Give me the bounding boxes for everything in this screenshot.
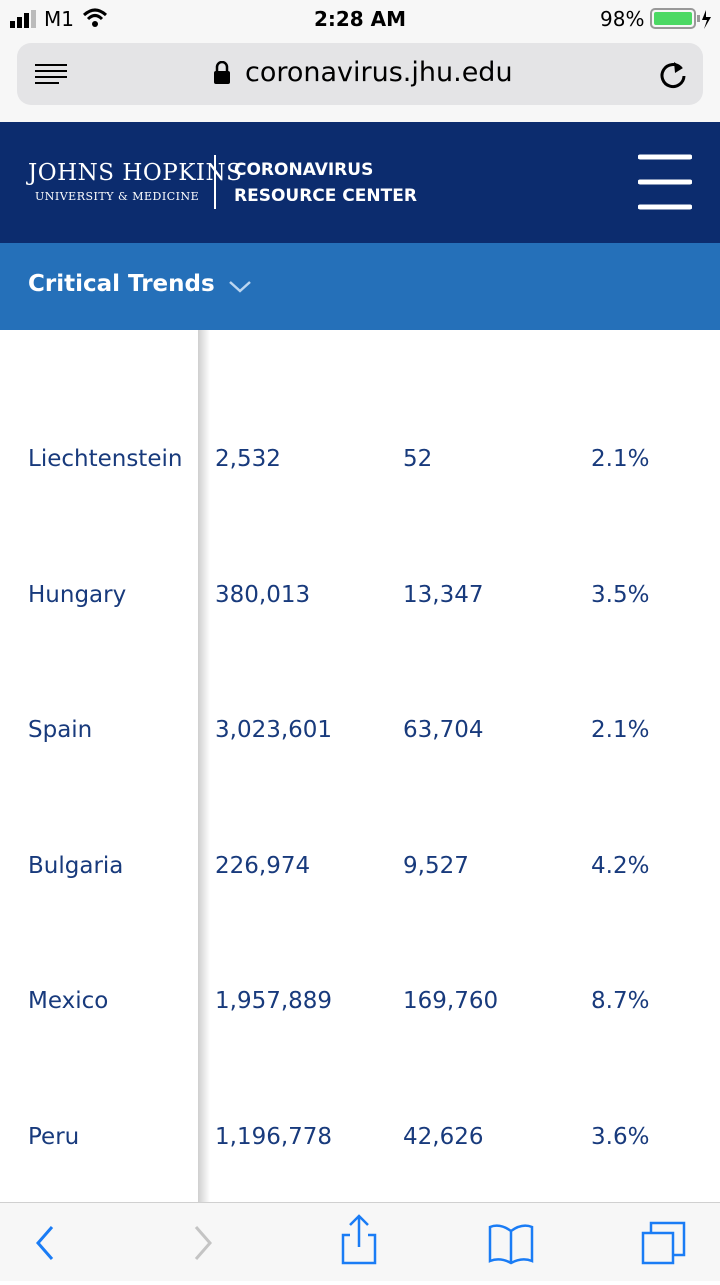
table-cell: 169,760 [403,988,499,1015]
toolbar-icons [36,1214,686,1265]
menu-icon[interactable] [638,154,692,210]
battery-icon [650,8,711,29]
site-name[interactable]: RESOURCE CENTER [234,186,417,206]
wifi-icon [82,8,108,27]
table-cell: 4.2% [591,852,650,879]
table-cell: 2.1% [591,446,650,472]
table-cell: 42,626 [403,1124,484,1150]
share-button[interactable] [341,1214,377,1265]
country-name: Spain [28,717,93,744]
reload-icon[interactable] [659,59,687,89]
country-name: Liechtenstein [28,446,183,472]
table-cell: 226,974 [215,852,311,879]
column-shadow [198,330,210,1202]
tabs-button[interactable] [641,1221,686,1265]
table-cell: 1,196,778 [215,1124,333,1150]
logo-title[interactable]: JOHNS HOPKINS [28,160,243,186]
battery-percent: 98% [600,7,645,31]
country-name: Mexico [28,988,109,1015]
forward-button[interactable] [194,1226,212,1260]
table-cell: 1,957,889 [215,988,333,1015]
browser-toolbar [0,1202,720,1281]
table-cell: 3,023,601 [215,717,333,744]
table-cell: 13,347 [403,581,484,608]
reader-icon[interactable] [35,63,67,85]
url-field[interactable]: coronavirus.jhu.edu [17,43,703,105]
table-cell: 9,527 [403,852,469,879]
section-nav[interactable]: Critical Trends [0,243,720,330]
bookmarks-button[interactable] [488,1224,534,1265]
table-cell: 52 [403,446,433,472]
data-table: Liechtenstein 2,532 52 2.1% Hungary 380,013 13… [0,330,720,1202]
table-cell: 380,013 [215,581,311,608]
address-bar: coronavirus.jhu.edu [0,40,720,122]
logo-subtitle[interactable]: UNIVERSITY & MEDICINE [35,190,200,203]
country-name: Peru [28,1124,80,1150]
lock-icon [214,61,230,84]
back-button[interactable] [36,1226,54,1260]
site-name[interactable]: CORONAVIRUS [234,160,374,180]
time: 2:28 AM [313,7,407,31]
site-header: JOHNS HOPKINS UNIVERSITY & MEDICINE CORO… [0,122,720,243]
table-cell: 2,532 [215,446,281,472]
divider [214,155,216,209]
table-cell: 63,704 [403,717,484,744]
country-name: Hungary [28,581,127,608]
url: coronavirus.jhu.edu [245,57,513,88]
table-cell: 2.1% [591,717,650,744]
chevron-down[interactable] [229,280,251,294]
table-cell: 8.7% [591,988,650,1015]
table-cell: 3.5% [591,581,650,608]
carrier: M1 [44,7,74,31]
signal-icon [10,10,36,28]
nav-title[interactable]: Critical Trends [28,271,215,297]
table-cell: 3.6% [591,1124,650,1150]
country-name: Bulgaria [28,852,124,879]
status-bar: M1 2:28 AM 98% [0,0,720,40]
